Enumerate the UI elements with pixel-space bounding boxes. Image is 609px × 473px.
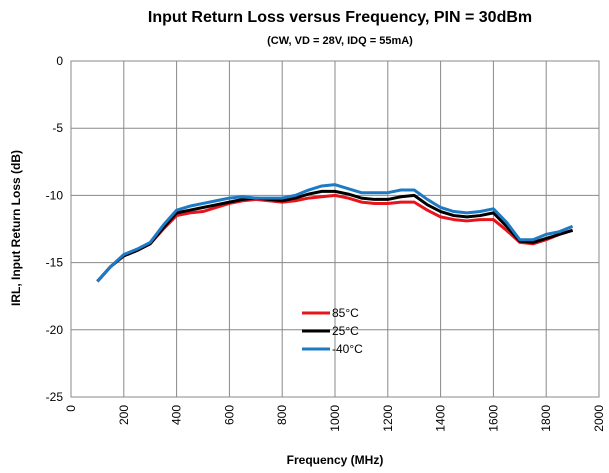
y-tick-label: -25 (46, 390, 64, 404)
y-tick-label: -15 (46, 256, 64, 270)
data-line (96, 183, 574, 283)
x-tick-label: 600 (222, 405, 236, 425)
x-tick-label: 800 (275, 405, 289, 425)
y-tick-label: -10 (46, 188, 64, 202)
y-tick-label: 0 (56, 54, 63, 68)
x-tick-label: 1600 (486, 405, 500, 432)
x-tick-label: 0 (64, 405, 78, 412)
y-axis-label: IRL, Input Return Loss (dB) (9, 150, 23, 306)
y-tick-label: -5 (52, 121, 63, 135)
x-tick-label: 200 (117, 405, 131, 425)
legend-label: 25°C (332, 324, 359, 338)
legend-label: -40°C (332, 342, 363, 356)
data-line (96, 193, 574, 283)
chart-subtitle: (CW, VD = 28V, IDQ = 55mA) (267, 35, 413, 47)
x-tick-label: 1800 (539, 405, 553, 432)
plot-frame (70, 60, 600, 398)
x-tick-label: 1200 (381, 405, 395, 432)
x-axis-label: Frequency (MHz) (287, 453, 384, 467)
legend-label: 85°C (332, 306, 359, 320)
x-tick-label: 1400 (434, 405, 448, 432)
x-tick-label: 1000 (328, 405, 342, 432)
x-tick-label: 2000 (592, 405, 606, 432)
x-tick-label: 400 (170, 405, 184, 425)
chart-title: Input Return Loss versus Frequency, PIN … (148, 9, 532, 26)
data-line (96, 189, 574, 283)
y-tick-label: -20 (46, 323, 64, 337)
